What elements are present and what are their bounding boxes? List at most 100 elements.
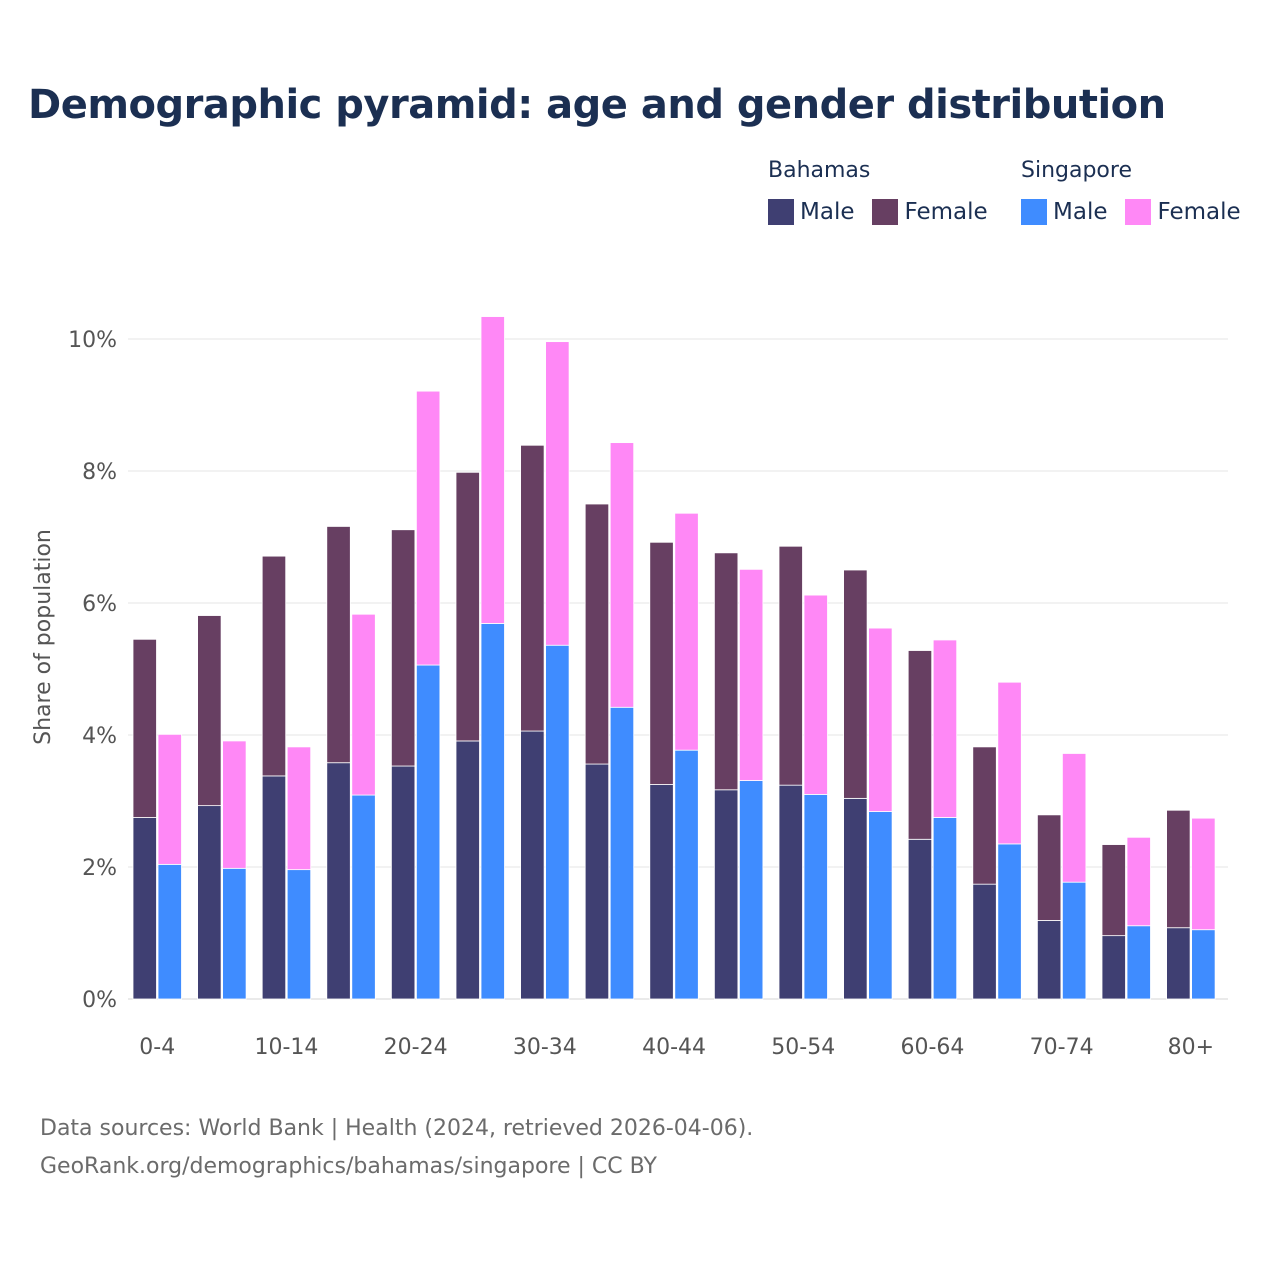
- x-tick-label: 20-24: [384, 1035, 448, 1060]
- y-tick-label: 8%: [82, 460, 117, 485]
- x-tick-label: 70-74: [1030, 1035, 1094, 1060]
- y-axis-label: Share of population: [31, 529, 56, 745]
- bars: [132, 316, 1216, 1000]
- bar-bahamas-female-45-49[interactable]: [714, 552, 739, 791]
- x-tick-label: 60-64: [900, 1035, 964, 1060]
- x-axis-ticks: 0-4 10-14 20-24 30-34 40-44 50-54 60-64 70-74 80…: [139, 1035, 1214, 1060]
- legend-swatch: [872, 199, 899, 225]
- bar-bahamas-female-15-19[interactable]: [326, 526, 351, 764]
- bar-singapore-female-20-24[interactable]: [415, 390, 441, 666]
- bar-singapore-female-70-74[interactable]: [1062, 753, 1087, 883]
- bar-bahamas-male-30-34[interactable]: [520, 730, 545, 1000]
- x-tick-label: 40-44: [642, 1035, 706, 1060]
- bar-singapore-male-50-54[interactable]: [803, 794, 828, 1000]
- bar-singapore-female-5-9[interactable]: [222, 740, 247, 869]
- chart-area: 0% 2% 4% 6% 8% 10% 0-4 10-14 20-24 30-34 40-44 50-…: [31, 316, 1228, 1060]
- bar-bahamas-male-0-4[interactable]: [132, 817, 157, 1000]
- bar-bahamas-male-45-49[interactable]: [714, 789, 739, 1000]
- bar-singapore-female-75-79[interactable]: [1126, 836, 1151, 927]
- bar-singapore-male-80+[interactable]: [1191, 929, 1216, 1000]
- bar-singapore-male-35-39[interactable]: [609, 706, 635, 1000]
- bar-bahamas-male-65-69[interactable]: [972, 883, 997, 1000]
- legend-item-singapore-female[interactable]: Female: [1125, 199, 1241, 225]
- bar-bahamas-female-25-29[interactable]: [455, 471, 480, 742]
- bar-singapore-female-80+[interactable]: [1191, 817, 1216, 931]
- bar-bahamas-male-20-24[interactable]: [390, 765, 416, 1000]
- bar-singapore-male-75-79[interactable]: [1126, 925, 1151, 1000]
- bar-singapore-male-20-24[interactable]: [415, 664, 441, 1000]
- bar-bahamas-male-80+[interactable]: [1166, 927, 1191, 1000]
- bar-singapore-female-45-49[interactable]: [739, 568, 764, 781]
- bar-bahamas-female-55-59[interactable]: [843, 569, 868, 799]
- y-tick-label: 6%: [82, 592, 117, 617]
- bar-singapore-male-55-59[interactable]: [868, 811, 893, 1000]
- bar-singapore-female-35-39[interactable]: [609, 442, 635, 708]
- chart-title: Demographic pyramid: age and gender dist…: [28, 82, 1166, 128]
- bar-bahamas-female-10-14[interactable]: [261, 555, 287, 777]
- bar-singapore-female-50-54[interactable]: [803, 594, 828, 795]
- legend-item-singapore-male[interactable]: Male: [1021, 199, 1107, 225]
- bar-bahamas-female-50-54[interactable]: [778, 545, 803, 786]
- bar-singapore-male-0-4[interactable]: [157, 863, 182, 1000]
- legend-group-title: Singapore: [1021, 158, 1132, 183]
- bar-bahamas-female-60-64[interactable]: [907, 650, 933, 840]
- bar-bahamas-male-40-44[interactable]: [649, 784, 674, 1000]
- x-tick-label: 30-34: [513, 1035, 577, 1060]
- bar-bahamas-male-70-74[interactable]: [1037, 920, 1062, 1000]
- y-tick-label: 0%: [82, 988, 117, 1013]
- bar-bahamas-female-0-4[interactable]: [132, 638, 157, 818]
- bar-singapore-male-60-64[interactable]: [932, 817, 958, 1000]
- legend-label: Female: [904, 199, 988, 225]
- bar-singapore-male-70-74[interactable]: [1062, 881, 1087, 1000]
- legend-item-bahamas-male[interactable]: Male: [768, 199, 854, 225]
- bar-singapore-female-30-34[interactable]: [545, 341, 570, 646]
- bar-singapore-male-40-44[interactable]: [674, 749, 699, 1000]
- bar-bahamas-female-65-69[interactable]: [972, 746, 997, 885]
- legend-label: Male: [1053, 199, 1108, 225]
- legend-label: Male: [800, 199, 855, 225]
- bar-bahamas-female-70-74[interactable]: [1037, 814, 1062, 921]
- bar-bahamas-male-15-19[interactable]: [326, 762, 351, 1000]
- bar-bahamas-male-5-9[interactable]: [197, 805, 222, 1000]
- y-tick-label: 2%: [82, 856, 117, 881]
- bar-bahamas-male-75-79[interactable]: [1101, 935, 1126, 1000]
- bar-bahamas-male-55-59[interactable]: [843, 797, 868, 1000]
- bar-singapore-female-10-14[interactable]: [286, 746, 312, 871]
- bar-singapore-female-15-19[interactable]: [351, 613, 376, 796]
- footer-source: Data sources: World Bank | Health (2024,…: [40, 1116, 754, 1141]
- legend-item-bahamas-female[interactable]: Female: [872, 199, 988, 225]
- legend-swatch: [1021, 199, 1047, 225]
- y-tick-label: 10%: [68, 328, 117, 353]
- bar-bahamas-male-25-29[interactable]: [455, 740, 480, 1000]
- y-tick-label: 4%: [82, 724, 117, 749]
- bar-singapore-female-55-59[interactable]: [868, 627, 893, 812]
- bar-singapore-female-25-29[interactable]: [480, 316, 505, 624]
- bar-singapore-male-25-29[interactable]: [480, 623, 505, 1000]
- legend-label: Female: [1157, 199, 1241, 225]
- bar-bahamas-female-35-39[interactable]: [584, 503, 610, 765]
- x-tick-label: 10-14: [254, 1035, 318, 1060]
- bar-singapore-male-10-14[interactable]: [286, 869, 312, 1000]
- bar-bahamas-female-20-24[interactable]: [390, 529, 416, 767]
- bar-singapore-male-45-49[interactable]: [739, 780, 764, 1000]
- legend-group-title: Bahamas: [768, 158, 871, 183]
- bar-bahamas-female-5-9[interactable]: [197, 615, 222, 807]
- bar-bahamas-female-80+[interactable]: [1166, 809, 1191, 929]
- bar-singapore-female-0-4[interactable]: [157, 733, 182, 865]
- bar-bahamas-male-10-14[interactable]: [261, 775, 287, 1000]
- bar-singapore-male-65-69[interactable]: [997, 843, 1022, 1000]
- bar-bahamas-female-75-79[interactable]: [1101, 844, 1126, 937]
- bar-singapore-male-15-19[interactable]: [351, 794, 376, 1000]
- bar-bahamas-male-60-64[interactable]: [907, 838, 933, 1000]
- bar-singapore-male-5-9[interactable]: [222, 867, 247, 1000]
- bar-bahamas-male-50-54[interactable]: [778, 784, 803, 1000]
- bar-singapore-female-60-64[interactable]: [932, 639, 958, 818]
- bar-bahamas-male-35-39[interactable]: [584, 763, 610, 1000]
- bar-singapore-female-40-44[interactable]: [674, 512, 699, 751]
- legend-swatch: [1125, 199, 1152, 225]
- legend-group-singapore: Singapore Male Female: [1021, 158, 1241, 225]
- bar-bahamas-female-30-34[interactable]: [520, 444, 545, 732]
- bar-singapore-male-30-34[interactable]: [545, 644, 570, 1000]
- bar-singapore-female-65-69[interactable]: [997, 681, 1022, 845]
- bar-bahamas-female-40-44[interactable]: [649, 541, 674, 785]
